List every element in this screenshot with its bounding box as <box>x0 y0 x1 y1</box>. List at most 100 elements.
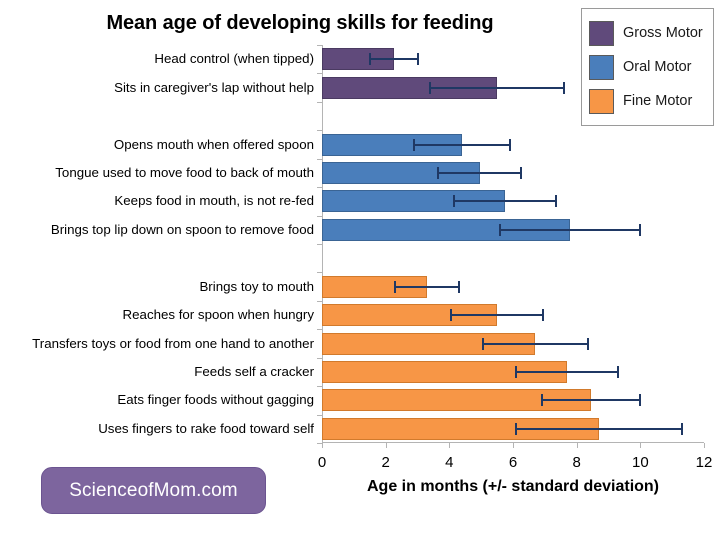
error-bar-cap-high <box>508 138 511 151</box>
bar-row[interactable] <box>322 218 704 241</box>
error-bar-cap-low <box>437 166 440 179</box>
y-axis-category-labels: Head control (when tipped) Sits in caregi… <box>0 45 314 443</box>
error-bar-cap-low <box>413 138 416 151</box>
watermark-text: ScienceofMom.com <box>69 479 238 501</box>
bar-row[interactable] <box>322 190 704 213</box>
y-tick-mark <box>317 357 322 359</box>
x-tick-label: 10 <box>631 454 649 471</box>
y-axis-category-label: Brings toy to mouth <box>199 278 314 294</box>
error-bar-cap-high <box>416 53 419 66</box>
y-tick-mark <box>317 101 322 103</box>
x-tick-label: 0 <box>317 454 327 471</box>
bar-row[interactable] <box>322 304 704 327</box>
x-tick-mark <box>576 443 578 448</box>
error-bar-cap-high <box>519 166 522 179</box>
error-bar-line <box>438 171 521 174</box>
x-axis-line <box>322 442 704 443</box>
y-tick-mark <box>317 187 322 189</box>
error-bar-cap-high <box>617 365 620 378</box>
error-bar-cap-low <box>449 309 452 322</box>
y-tick-mark <box>317 443 322 444</box>
plot-area: 0 2 4 6 8 10 12 <box>317 45 712 471</box>
y-axis-category-label: Tongue used to move food to back of mout… <box>55 164 314 180</box>
error-bar-cap-low <box>499 223 502 236</box>
y-tick-mark <box>317 158 322 160</box>
bar-row[interactable] <box>322 48 704 71</box>
chart-legend: Gross Motor Oral Motor Fine Motor <box>581 8 714 126</box>
x-tick-mark <box>385 443 387 448</box>
x-tick-mark <box>640 443 642 448</box>
error-bar-line <box>395 285 459 288</box>
legend-label-oral-motor: Oral Motor <box>623 59 692 75</box>
legend-item-gross-motor: Gross Motor <box>589 16 708 50</box>
bar-row[interactable] <box>322 332 704 355</box>
bar-row[interactable] <box>322 417 704 440</box>
error-bar-cap-high <box>542 309 545 322</box>
y-axis-category-label: Opens mouth when offered spoon <box>113 136 314 152</box>
legend-item-oral-motor: Oral Motor <box>589 50 708 84</box>
y-tick-mark <box>317 215 322 217</box>
error-bar-cap-high <box>562 81 565 94</box>
y-tick-mark <box>317 244 322 245</box>
x-tick-label: 4 <box>445 454 454 471</box>
bar-row[interactable] <box>322 76 704 99</box>
y-axis-category-label: Head control (when tipped) <box>154 51 314 67</box>
bar-row[interactable] <box>322 360 704 383</box>
error-bar-line <box>482 342 588 345</box>
x-axis-title: Age in months (+/- standard deviation) <box>366 478 660 495</box>
x-tick-mark <box>449 443 451 448</box>
y-axis-category-label: Feeds self a cracker <box>194 363 314 379</box>
x-tick-mark <box>322 443 323 448</box>
chart-title: Mean age of developing skills for feedin… <box>106 12 494 34</box>
y-axis-category-label: Sits in caregiver's lap without help <box>114 79 314 95</box>
error-bar-cap-high <box>554 195 557 208</box>
y-axis-category-label: Transfers toys or food from one hand to … <box>32 335 314 351</box>
y-axis-category-label: Eats finger foods without gagging <box>117 392 314 408</box>
bar-row[interactable] <box>322 275 704 298</box>
x-tick-mark <box>513 443 514 448</box>
error-bar-line <box>450 314 544 317</box>
y-tick-mark <box>317 386 322 388</box>
y-axis-line <box>322 45 323 443</box>
y-tick-mark <box>317 414 322 416</box>
error-bar-cap-high <box>680 422 683 435</box>
watermark-badge: ScienceofMom.com <box>41 467 266 514</box>
error-bar-cap-low <box>515 365 518 378</box>
y-axis-category-label: Brings top lip down on spoon to remove f… <box>50 221 314 237</box>
y-axis-category-label: Uses fingers to rake food toward self <box>98 420 314 436</box>
bar-row[interactable] <box>322 161 704 184</box>
y-tick-mark <box>317 329 322 331</box>
legend-swatch-oral-motor <box>589 54 614 80</box>
error-bar-line <box>516 427 682 430</box>
y-tick-mark <box>317 73 322 75</box>
bar-row[interactable] <box>322 389 704 412</box>
error-bar-cap-low <box>394 280 397 293</box>
error-bar-line <box>369 58 418 61</box>
error-bar-cap-low <box>429 81 432 94</box>
x-tick-label: 2 <box>381 454 390 471</box>
legend-swatch-gross-motor <box>589 20 614 46</box>
error-bar-cap-high <box>586 337 589 350</box>
error-bar-line <box>430 86 564 89</box>
error-bar-cap-low <box>481 337 484 350</box>
x-tick-label: 8 <box>572 454 581 471</box>
legend-item-fine-motor: Fine Motor <box>589 84 708 118</box>
error-bar-cap-high <box>457 280 460 293</box>
y-axis-category-label: Keeps food in mouth, is not re-fed <box>114 193 314 209</box>
y-axis-category-label: Reaches for spoon when hungry <box>122 307 314 323</box>
error-bar-cap-low <box>540 394 543 407</box>
bar-row[interactable] <box>322 133 704 156</box>
x-tick-mark <box>704 443 705 448</box>
error-bar-line <box>541 399 641 402</box>
error-bar-cap-high <box>639 394 642 407</box>
y-tick-mark <box>317 272 322 274</box>
legend-label-gross-motor: Gross Motor <box>623 25 703 41</box>
error-bar-line <box>500 228 641 231</box>
legend-label-fine-motor: Fine Motor <box>623 93 693 109</box>
error-bar-cap-high <box>639 223 642 236</box>
x-tick-label: 12 <box>695 454 713 471</box>
error-bar-cap-low <box>368 53 371 66</box>
error-bar-cap-low <box>515 422 518 435</box>
error-bar-line <box>516 370 619 373</box>
